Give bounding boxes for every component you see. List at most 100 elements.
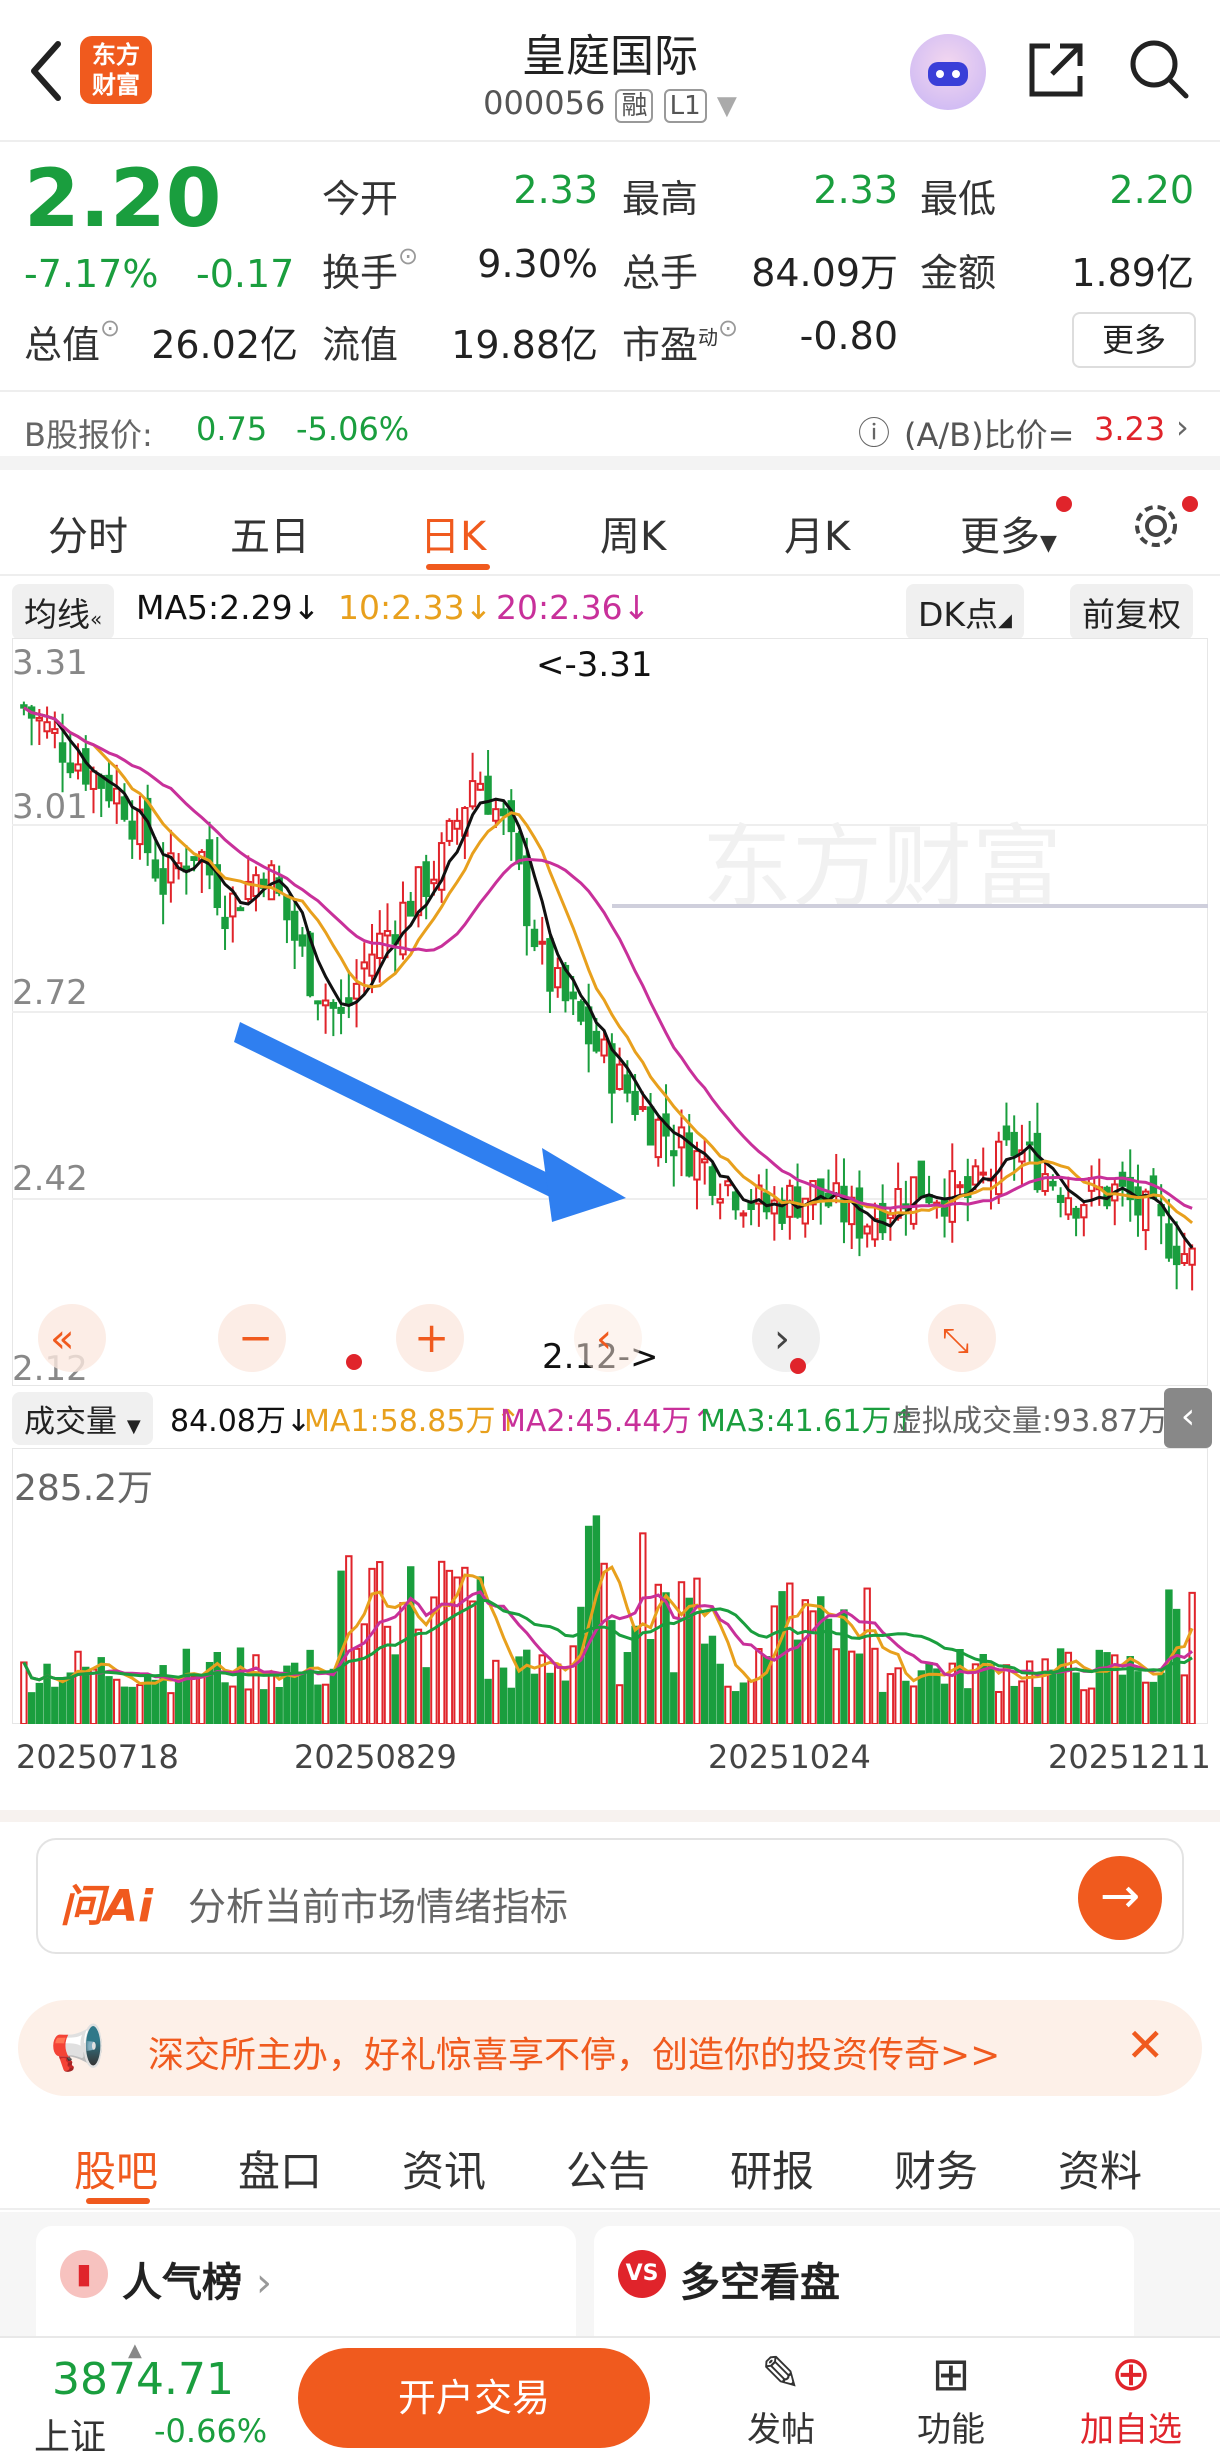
tab-orderbook[interactable]: 盘口 xyxy=(238,2147,323,2196)
ai-input-placeholder[interactable]: 分析当前市场情绪指标 xyxy=(188,1885,569,1929)
volume-bar xyxy=(561,1680,570,1724)
volume-bar xyxy=(523,1649,531,1724)
volume-bar xyxy=(654,1583,662,1724)
candle xyxy=(468,752,477,810)
help-icon[interactable]: ⓘ xyxy=(858,414,891,452)
x-label: 20250718 xyxy=(16,1738,179,1776)
tab-daily-k[interactable]: 日K xyxy=(420,514,487,560)
add-watchlist-button[interactable]: ⊕ 加自选 xyxy=(1056,2346,1206,2451)
popularity-card[interactable]: ▮ 人气榜 › xyxy=(36,2226,576,2336)
volume-bar xyxy=(422,1667,430,1724)
candle xyxy=(917,1160,926,1199)
high-label: 最高 xyxy=(622,177,699,221)
page-dot xyxy=(346,1354,362,1370)
ma-selector[interactable]: 均线« xyxy=(12,584,115,640)
scroll-left-icon[interactable]: ‹ xyxy=(574,1304,642,1372)
volume-bar xyxy=(182,1648,191,1724)
scroll-left-fast-icon[interactable]: « xyxy=(38,1304,106,1372)
tab-monthly-k[interactable]: 月K xyxy=(784,514,851,560)
tab-weekly-k[interactable]: 周K xyxy=(600,514,667,560)
volume-bar xyxy=(685,1597,693,1724)
share-icon[interactable] xyxy=(1024,38,1088,102)
robot-assistant-icon[interactable] xyxy=(910,34,986,110)
promo-text[interactable]: 深交所主办，好礼惊喜享不停，创造你的投资传奇>> xyxy=(148,2035,1001,2076)
chevron-right-icon[interactable]: › xyxy=(1176,408,1189,446)
adjust-button[interactable]: 前复权 xyxy=(1070,584,1193,640)
volume-bar xyxy=(461,1566,469,1724)
volume-bar xyxy=(615,1684,624,1724)
tab-announcements[interactable]: 公告 xyxy=(566,2147,651,2196)
volume-bar xyxy=(824,1618,833,1724)
index-value[interactable]: 3874.71 xyxy=(52,2354,234,2405)
settings-gear-icon[interactable] xyxy=(1128,498,1184,554)
function-button[interactable]: ⊞ 功能 xyxy=(896,2346,1006,2451)
promo-banner[interactable]: 📢 深交所主办，好礼惊喜享不停，创造你的投资传奇>> ✕ xyxy=(18,2000,1202,2096)
volume-bar xyxy=(244,1688,252,1724)
b-share-row[interactable]: B股报价: 0.75 -5.06% ⓘ (A/B)比价= 3.23 › xyxy=(0,390,1220,470)
back-icon[interactable] xyxy=(22,36,72,106)
info-icon[interactable]: ⊙ xyxy=(718,314,739,342)
volume-bar xyxy=(329,1668,338,1724)
volume-bar xyxy=(801,1599,809,1724)
stock-code-row: 000056 融 L1 ▼ xyxy=(0,84,1220,123)
candle xyxy=(708,1163,717,1206)
y-tick: 2.42 xyxy=(12,1159,88,1199)
volume-bar xyxy=(1134,1671,1142,1724)
collapse-panel-icon[interactable]: ‹ xyxy=(1164,1388,1212,1448)
tab-five-day[interactable]: 五日 xyxy=(230,514,310,560)
zoom-out-icon[interactable]: − xyxy=(218,1304,286,1372)
candle xyxy=(1080,1202,1088,1237)
volume-bar xyxy=(592,1515,601,1724)
amount-label: 金额 xyxy=(920,251,997,295)
volume-bar xyxy=(298,1672,307,1724)
volume-bar xyxy=(878,1691,887,1724)
open-account-button[interactable]: 开户交易 xyxy=(298,2348,650,2448)
tab-intraday[interactable]: 分时 xyxy=(48,514,128,560)
volume-bar xyxy=(51,1686,59,1724)
fullscreen-icon[interactable]: ⤡ xyxy=(928,1304,996,1372)
scroll-right-icon[interactable]: › xyxy=(752,1304,820,1372)
candle xyxy=(105,761,113,808)
quote-panel: 2.20 -7.17% -0.17 今开 2.33 最高 2.33 最低 2.2… xyxy=(0,140,1220,390)
grid-icon: ⊞ xyxy=(931,2347,971,2401)
tab-more[interactable]: 更多▼ xyxy=(960,514,1057,560)
candle xyxy=(538,916,546,965)
high-annotation: <-3.31 xyxy=(536,645,652,685)
volume-bar xyxy=(484,1678,492,1724)
volume-bar xyxy=(623,1652,632,1724)
svg-text:›: › xyxy=(774,1316,790,1362)
change-amount: -0.17 xyxy=(196,252,295,296)
volume-bar xyxy=(27,1692,36,1724)
tab-forum[interactable]: 股吧 xyxy=(74,2147,159,2196)
virtual-volume: 虚拟成交量:93.87万 xyxy=(892,1404,1168,1439)
tab-news[interactable]: 资讯 xyxy=(402,2147,487,2196)
bull-bear-card[interactable]: VS 多空看盘 xyxy=(594,2226,1134,2336)
low-label: 最低 xyxy=(920,177,997,221)
info-icon[interactable]: ⊙ xyxy=(398,242,419,270)
svg-text:+: + xyxy=(414,1313,449,1362)
tab-profile[interactable]: 资料 xyxy=(1058,2147,1143,2196)
tab-research[interactable]: 研报 xyxy=(730,2147,815,2196)
candle xyxy=(244,855,252,904)
dk-point-button[interactable]: DK点◢ xyxy=(906,584,1024,640)
kline-chart[interactable]: 东方财富 3.31 3.01 2.72 2.42 2.12 <-3.31 2.1… xyxy=(12,638,1208,1386)
volume-bar xyxy=(1103,1652,1111,1724)
volume-bar xyxy=(909,1685,918,1724)
chart-bar-icon: ▮ xyxy=(60,2250,108,2298)
volume-bar xyxy=(1087,1687,1096,1724)
chevron-down-icon[interactable]: ▼ xyxy=(716,91,737,121)
volume-chart[interactable]: 285.2万 xyxy=(12,1448,1208,1724)
more-button[interactable]: 更多 xyxy=(1072,312,1196,368)
search-icon[interactable] xyxy=(1126,36,1192,102)
ai-submit-button[interactable]: → xyxy=(1078,1856,1162,1940)
post-button[interactable]: ✎ 发帖 xyxy=(726,2346,836,2451)
candle xyxy=(1134,1164,1142,1237)
volume-selector[interactable]: 成交量 ▼ xyxy=(12,1392,153,1445)
volume-bar xyxy=(778,1591,786,1724)
tab-finance[interactable]: 财务 xyxy=(894,2147,979,2196)
close-icon[interactable]: ✕ xyxy=(1126,2018,1165,2072)
volume-bar xyxy=(476,1576,485,1724)
ai-ask-bar[interactable]: 问Ai 分析当前市场情绪指标 → xyxy=(36,1838,1184,1954)
zoom-in-icon[interactable]: + xyxy=(396,1304,464,1372)
info-icon[interactable]: ⊙ xyxy=(100,314,121,342)
